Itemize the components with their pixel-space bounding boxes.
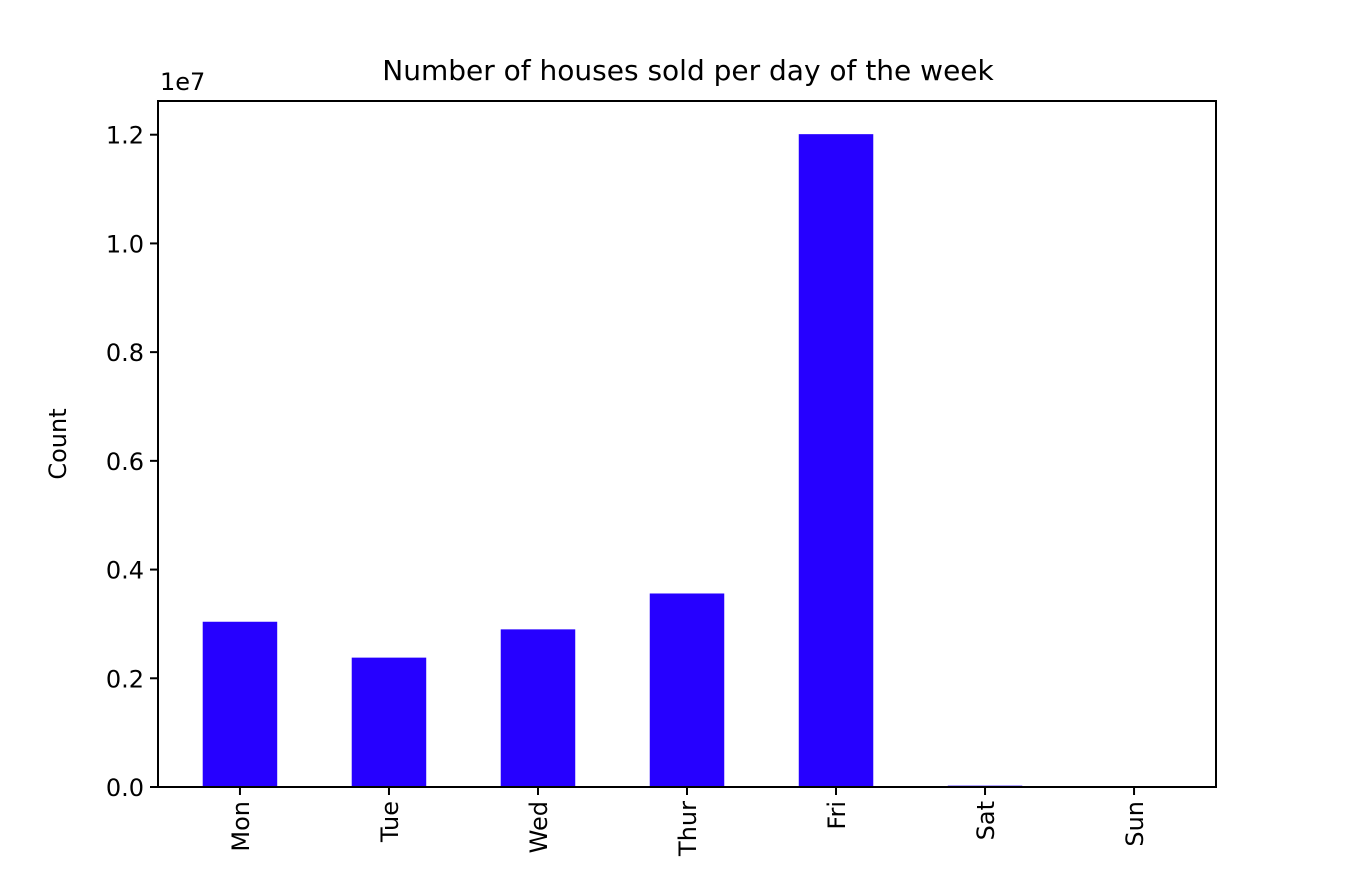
y-tick-label: 1.0 xyxy=(106,230,144,258)
y-tick-label: 0.8 xyxy=(106,339,144,367)
y-axis-ticks: 0.0 0.2 0.4 0.6 0.8 1.0 1.2 xyxy=(106,122,158,802)
y-axis-label: Count xyxy=(44,408,72,479)
bar-tue xyxy=(351,657,427,787)
y-axis-offset-label: 1e7 xyxy=(160,68,205,96)
y-tick-label: 1.2 xyxy=(106,122,144,150)
x-tick-label: Wed xyxy=(525,801,553,853)
bar-fri xyxy=(798,134,874,788)
bar-wed xyxy=(500,629,576,787)
plot-frame xyxy=(157,100,1217,788)
chart-title: Number of houses sold per day of the wee… xyxy=(382,54,994,87)
y-tick-label: 0.4 xyxy=(106,557,144,585)
bars-group xyxy=(202,134,1172,788)
x-tick-label: Sat xyxy=(972,801,1000,840)
x-tick-label: Fri xyxy=(823,801,851,830)
x-axis-ticks: Mon Tue Wed Thur Fri Sat Sun xyxy=(227,787,1149,857)
x-tick-label: Thur xyxy=(674,801,702,857)
x-tick-label: Sun xyxy=(1121,801,1149,847)
bar-thur xyxy=(649,593,725,787)
bar-mon xyxy=(202,621,278,787)
y-tick-label: 0.6 xyxy=(106,448,144,476)
y-tick-label: 0.0 xyxy=(106,774,144,802)
x-tick-label: Tue xyxy=(376,801,404,843)
y-tick-label: 0.2 xyxy=(106,665,144,693)
x-tick-label: Mon xyxy=(227,801,255,852)
